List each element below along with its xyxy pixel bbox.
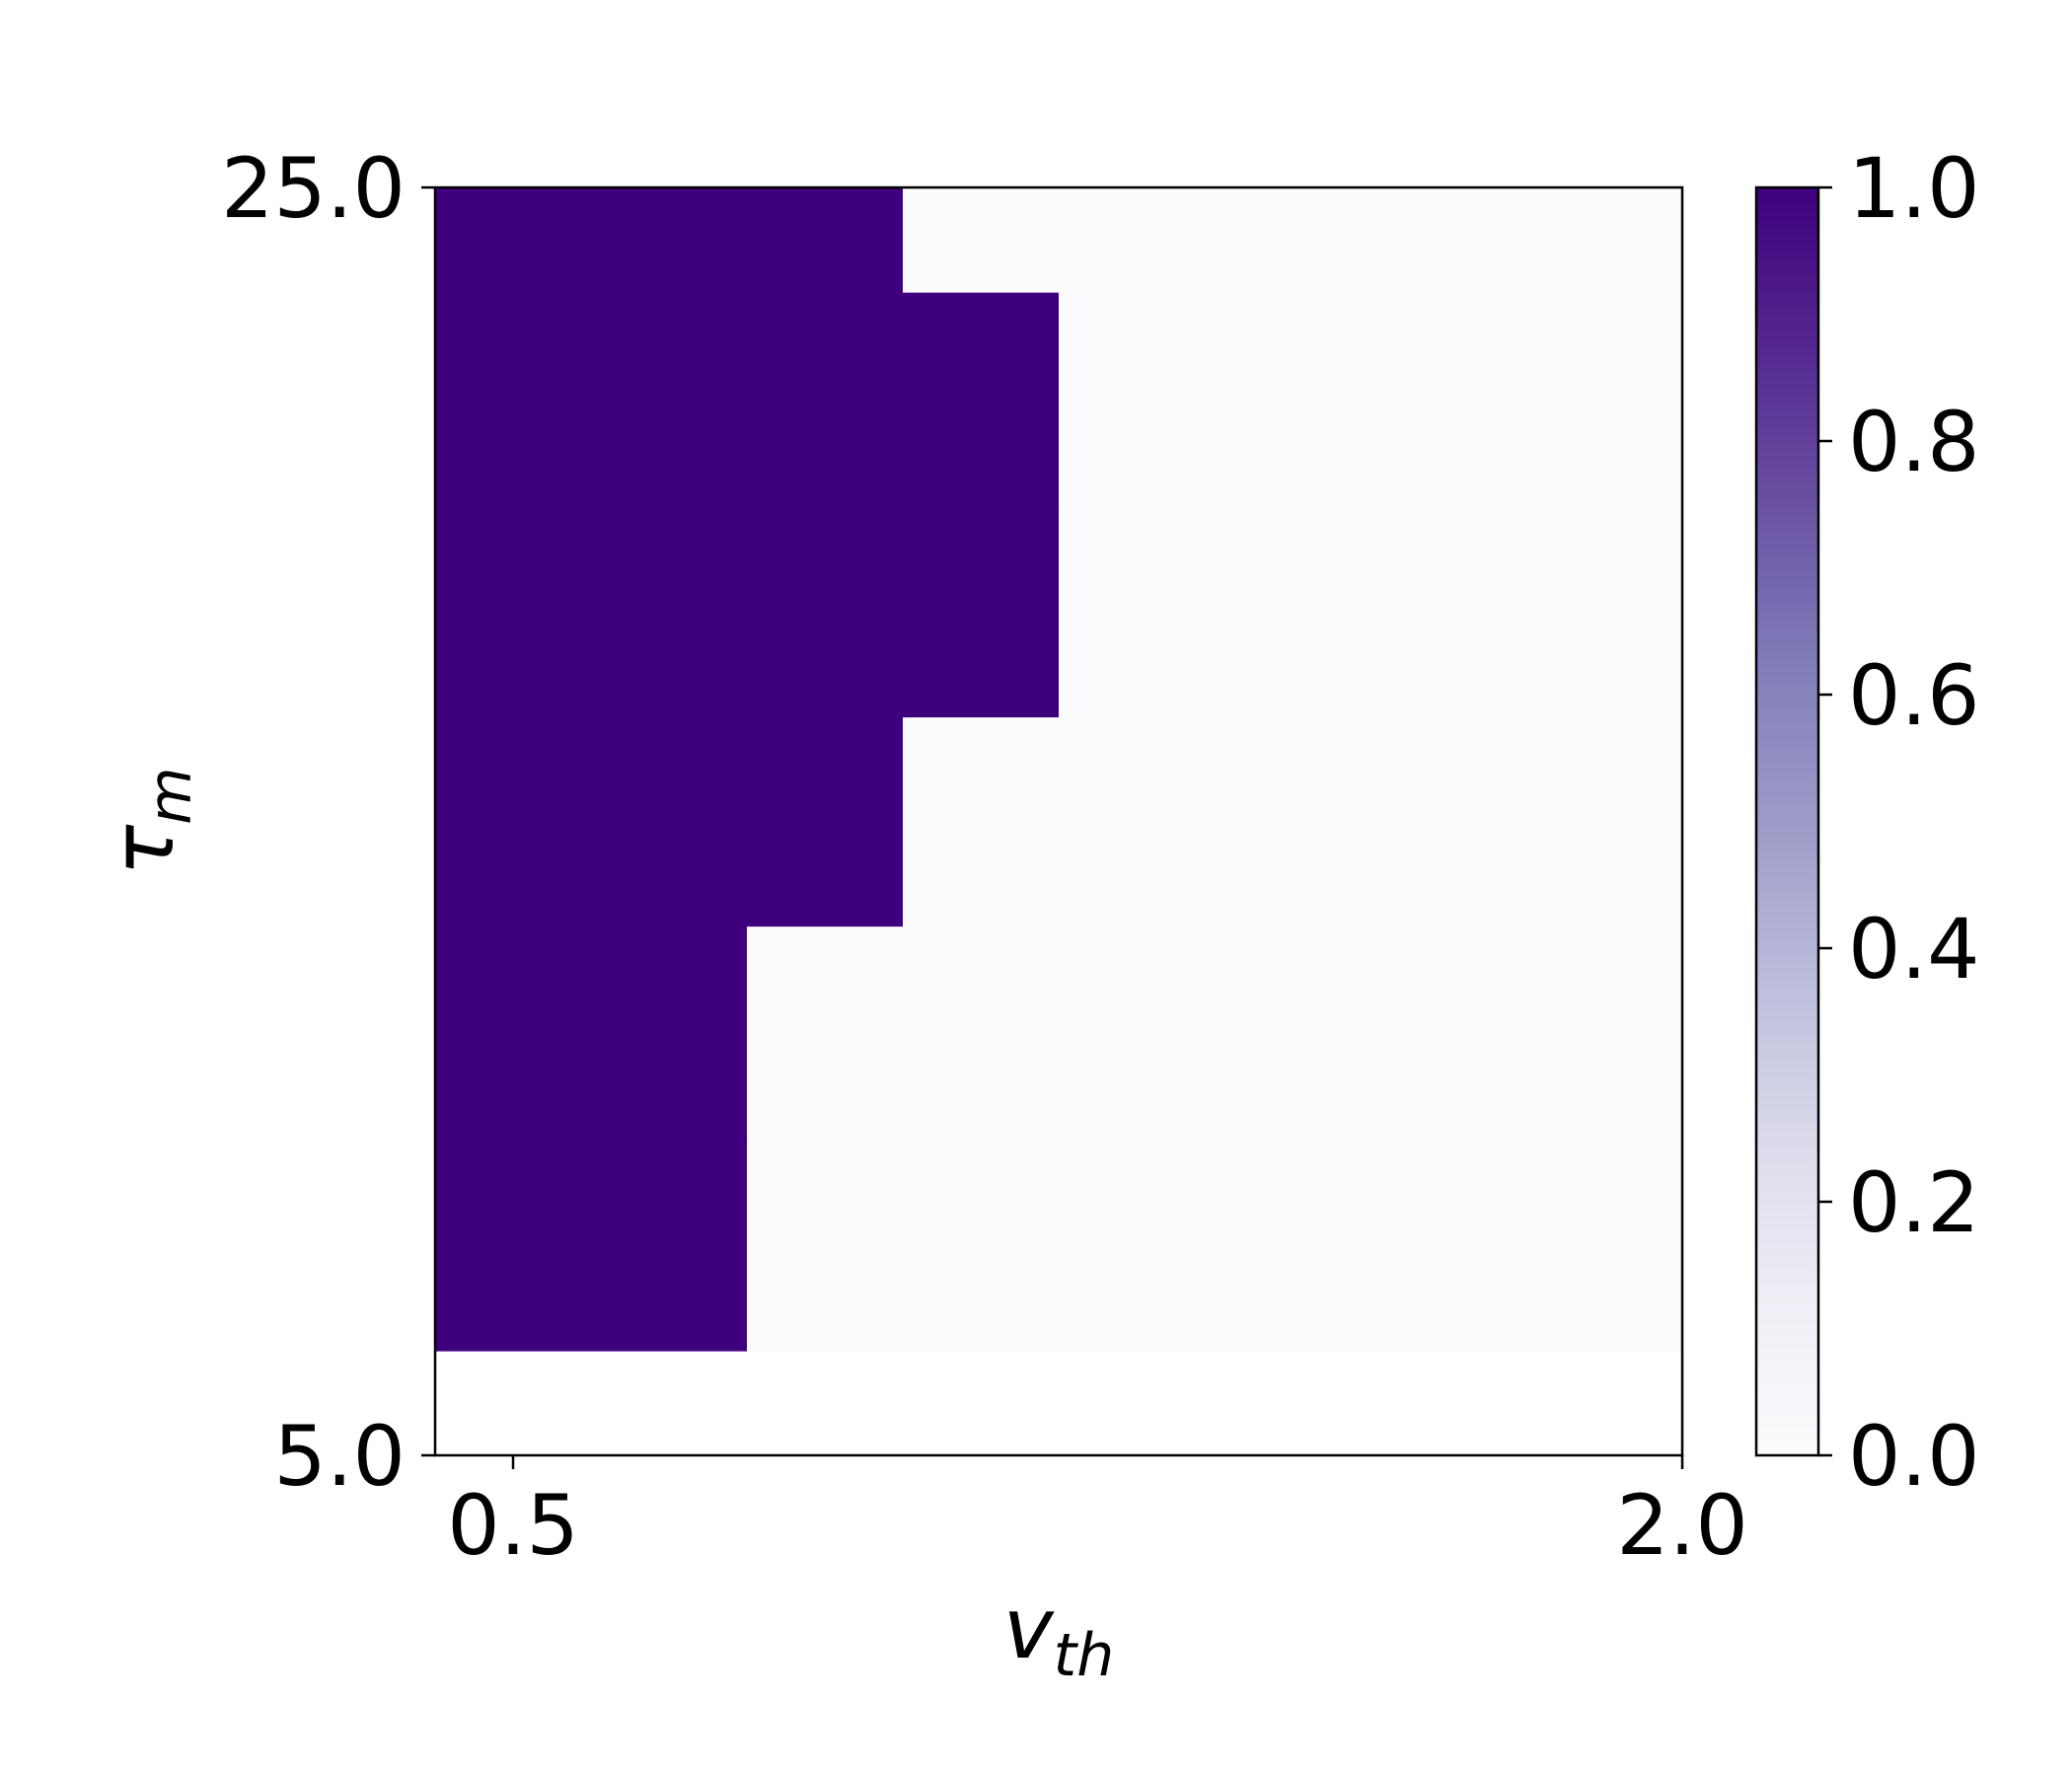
heatmap-cell: [1059, 716, 1216, 927]
colorbar-tick-label: 0.6: [1848, 647, 1980, 744]
x-tick-label: 0.5: [447, 1477, 579, 1574]
heatmap-cell: [435, 716, 748, 927]
colorbar-tick-label: 0.4: [1848, 901, 1980, 998]
heatmap-cell: [903, 925, 1060, 1140]
plot-frame: [433, 185, 1684, 1457]
heatmap-cell: [1526, 187, 1683, 293]
colorbar-tick-label: 0.0: [1848, 1408, 1980, 1505]
heatmap-cell: [747, 187, 904, 293]
heatmap-cell: [903, 716, 1060, 927]
colorbar: 0.0 0.2 0.4 0.6 0.8 1.0: [1754, 140, 1980, 1505]
x-axis-title: vth: [1003, 1580, 1114, 1690]
colorbar-gradient: [1754, 185, 1820, 1457]
y-axis-label: τm: [95, 767, 205, 875]
heatmap-cell: [1059, 925, 1216, 1140]
heatmap-cell: [747, 716, 904, 927]
heatmap-cell: [1370, 925, 1527, 1140]
heatmap-cells: [435, 187, 1683, 1352]
heatmap-cell: [1059, 1138, 1216, 1352]
heatmap-cell: [1059, 504, 1216, 718]
heatmap-cell: [1370, 504, 1527, 718]
heatmap-cell: [435, 925, 748, 1140]
y-tick-label: 25.0: [221, 140, 406, 237]
colorbar-tick-label: 0.2: [1848, 1154, 1980, 1251]
heatmap-cell: [747, 1138, 904, 1352]
heatmap-cell: [1526, 292, 1683, 505]
heatmap-cell: [747, 292, 904, 505]
heatmap-cell: [1215, 187, 1371, 293]
x-tick-label: 2.0: [1616, 1477, 1748, 1574]
y-tick-label: 5.0: [273, 1408, 406, 1505]
heatmap-cell: [1526, 925, 1683, 1140]
heatmap-cell: [747, 925, 904, 1140]
heatmap-cell: [903, 1138, 1060, 1352]
x-axis-label: vth: [1003, 1580, 1114, 1690]
heatmap-cell: [1215, 292, 1371, 505]
heatmap-cell: [1059, 292, 1216, 505]
heatmap-cell: [435, 1138, 748, 1352]
heatmap-cell: [435, 292, 748, 505]
heatmap-cell: [1370, 187, 1527, 293]
heatmap-cell: [1059, 187, 1216, 293]
heatmap-cell: [1526, 1138, 1683, 1352]
heatmap-cell: [1215, 504, 1371, 718]
heatmap-cell: [903, 292, 1060, 505]
heatmap-cell: [903, 504, 1060, 718]
heatmap-cell: [435, 187, 748, 293]
y-axis-title: τm: [95, 767, 205, 875]
heatmap-cell: [1526, 504, 1683, 718]
colorbar-tick-label: 1.0: [1848, 140, 1980, 237]
y-axis: 5.0 25.0: [221, 140, 435, 1505]
heatmap-cell: [435, 504, 748, 718]
heatmap-cell: [1215, 925, 1371, 1140]
heatmap-cell: [903, 187, 1060, 293]
heatmap-cell: [1370, 292, 1527, 505]
colorbar-tick-label: 0.8: [1848, 394, 1980, 490]
heatmap-cell: [1370, 1138, 1527, 1352]
heatmap-cell: [1215, 1138, 1371, 1352]
heatmap-cell: [1526, 716, 1683, 927]
x-axis: 0.5 2.0: [447, 1455, 1748, 1574]
heatmap-cell: [1370, 716, 1527, 927]
heatmap-cell: [1215, 716, 1371, 927]
heatmap-cell: [747, 504, 904, 718]
